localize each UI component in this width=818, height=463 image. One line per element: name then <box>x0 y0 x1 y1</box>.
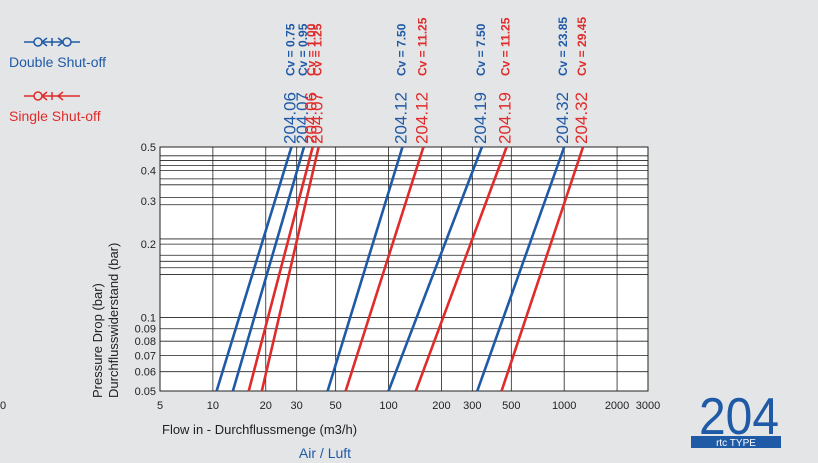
series-model-label: 204.07 <box>293 92 312 144</box>
x-tick-label: 2000 <box>605 400 629 412</box>
x-tick-label: 3000 <box>636 400 660 412</box>
series-cv-label: Cv = 7.50 <box>474 23 488 76</box>
plot-grid <box>159 146 649 392</box>
series-model-label: 204.06 <box>280 92 299 144</box>
plot-area <box>159 146 649 392</box>
y-tick-label: 0.2 <box>141 239 156 251</box>
x-tick-label: 1000 <box>552 400 576 412</box>
x-tick-label: 200 <box>432 400 450 412</box>
series-cv-label: Cv = 1.00 <box>305 23 319 76</box>
series-line-204-12-double <box>326 146 404 392</box>
series-model-label: 204.07 <box>308 92 327 144</box>
series-cv-label: Cv = 7.50 <box>394 23 408 76</box>
legend: Double Shut-off Single Shut-off <box>9 37 106 124</box>
y-axis-label-en: Pressure Drop (bar) <box>90 283 105 398</box>
series-cv-label: Cv = 11.25 <box>499 17 513 76</box>
y-tick-label: 0.06 <box>135 367 156 379</box>
series-model-label: 204.19 <box>496 92 515 144</box>
x-axis-label: Flow in - Durchflussmenge (m3/h) <box>162 422 357 437</box>
series-line-204-07-single <box>260 146 320 392</box>
series-cv-label: Cv = 0.75 <box>283 23 297 76</box>
y-tick-label: 0.09 <box>135 324 156 336</box>
y-tick-label: 0.1 <box>141 313 156 325</box>
series-cv-label: Cv = 1.25 <box>311 23 325 76</box>
series-cv-label: Cv = 0.95 <box>296 23 310 76</box>
series-model-label: 204.32 <box>572 92 591 144</box>
brand-sub: rtc TYPE <box>716 438 756 449</box>
y-tick-label: 0.5 <box>141 142 156 154</box>
brand-bar <box>691 436 781 448</box>
single-shutoff-valve-icon <box>24 91 80 101</box>
series-model-label: 204.12 <box>391 92 410 144</box>
series-cv-label: Cv = 23.85 <box>556 17 570 76</box>
series-line-204-06-single <box>247 146 314 392</box>
series-model-label: 204.19 <box>471 92 490 144</box>
plot-series <box>215 146 585 392</box>
series-line-204-19-double <box>387 146 484 392</box>
x-tick-label: 30 <box>291 400 303 412</box>
series-cv-label: Cv = 29.45 <box>575 17 589 76</box>
series-model-label: 204.06 <box>302 92 321 144</box>
series-cv-label: Cv = 11.25 <box>415 17 429 76</box>
y-tick-label: 0.05 <box>135 386 156 398</box>
x-tick-label: 20 <box>260 400 272 412</box>
y-tick-label: 0.3 <box>141 196 156 208</box>
series-model-label: 204.12 <box>412 92 431 144</box>
y-axis-label-de: Durchflusswiderstand (bar) <box>106 243 121 398</box>
y-tick-label: 0.4 <box>141 166 156 178</box>
x-tick-label: 100 <box>379 400 397 412</box>
y-tick-label: 0.07 <box>135 350 156 362</box>
axis-ticks: 5 10 20 30 50 100 200 300 500 1000 2000 3000 0.05 0.0… <box>135 142 661 412</box>
y-tick-label: 0.08 <box>135 336 156 348</box>
series-line-204-32-single <box>500 146 585 392</box>
legend-double-label: Double Shut-off <box>9 54 106 70</box>
series-labels: 204.06 Cv = 0.75 204.07 Cv = 0.95 204.06 Cv =… <box>280 17 591 144</box>
series-line-204-12-single <box>344 146 425 392</box>
series-line-204-06-double <box>215 146 293 392</box>
x-tick-label: 10 <box>207 400 219 412</box>
x-tick-label: 500 <box>502 400 520 412</box>
x-tick-label: 50 <box>330 400 342 412</box>
double-shutoff-valve-icon <box>24 37 80 47</box>
left-edge-label: 0 <box>0 400 6 412</box>
legend-single-label: Single Shut-off <box>9 108 101 124</box>
series-line-204-32-double <box>476 146 566 392</box>
brand-logo: 204 rtc TYPE <box>691 388 781 449</box>
y-axis-label: Pressure Drop (bar) Durchflusswiderstand… <box>90 243 121 398</box>
chart-subtitle: Air / Luft <box>299 445 351 461</box>
series-line-204-19-single <box>414 146 508 392</box>
x-tick-label: 300 <box>463 400 481 412</box>
series-line-204-07-double <box>231 146 306 392</box>
x-tick-label: 5 <box>157 400 163 412</box>
series-model-label: 204.32 <box>553 92 572 144</box>
